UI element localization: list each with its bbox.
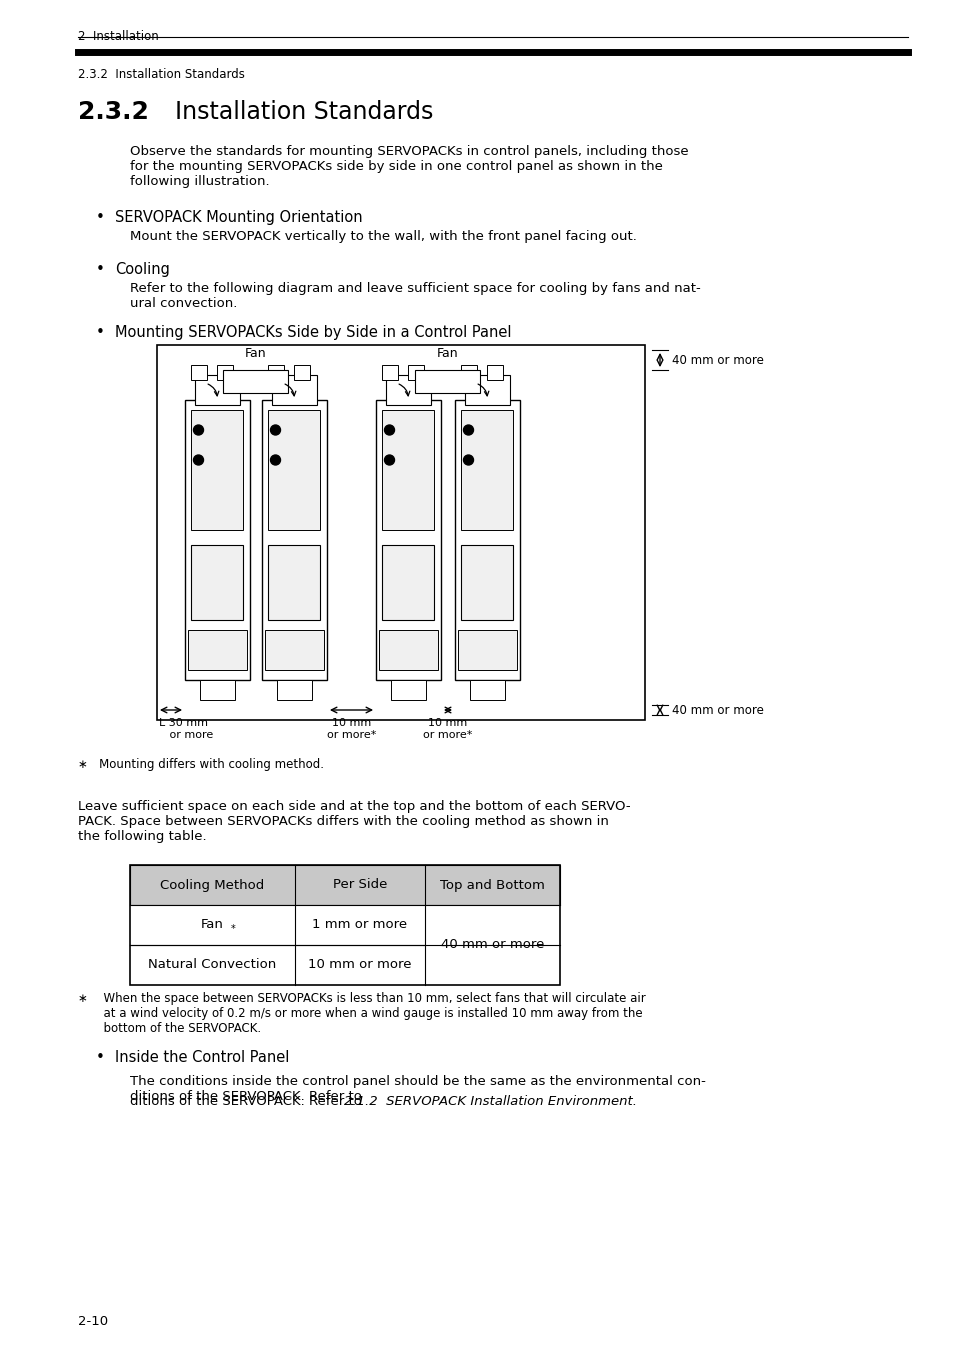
Bar bbox=[199, 680, 235, 700]
Text: 2  Installation: 2 Installation bbox=[78, 30, 158, 43]
Text: SERVOPACK Mounting Orientation: SERVOPACK Mounting Orientation bbox=[115, 210, 362, 224]
Circle shape bbox=[384, 425, 395, 435]
Bar bbox=[192, 410, 243, 530]
Bar bbox=[192, 365, 207, 380]
Circle shape bbox=[463, 425, 473, 435]
Bar bbox=[262, 400, 327, 680]
Text: The conditions inside the control panel should be the same as the environmental : The conditions inside the control panel … bbox=[130, 1075, 705, 1103]
FancyArrowPatch shape bbox=[477, 384, 488, 396]
Text: 10 mm
or more*: 10 mm or more* bbox=[327, 718, 375, 740]
Bar bbox=[455, 400, 519, 680]
Circle shape bbox=[193, 456, 203, 465]
Text: Top and Bottom: Top and Bottom bbox=[439, 879, 544, 891]
Bar bbox=[217, 365, 233, 380]
Bar bbox=[130, 945, 424, 986]
Circle shape bbox=[271, 425, 280, 435]
Bar bbox=[265, 630, 323, 671]
Bar bbox=[268, 365, 284, 380]
Text: 10 mm
or more*: 10 mm or more* bbox=[423, 718, 472, 740]
Text: When the space between SERVOPACKs is less than 10 mm, select fans that will circ: When the space between SERVOPACKs is les… bbox=[96, 992, 645, 1036]
Text: 40 mm or more: 40 mm or more bbox=[440, 938, 543, 952]
Bar bbox=[382, 545, 434, 621]
Text: Installation Standards: Installation Standards bbox=[174, 100, 433, 124]
Bar bbox=[408, 365, 424, 380]
Text: •: • bbox=[96, 210, 105, 224]
Bar bbox=[194, 375, 240, 406]
Bar bbox=[469, 680, 505, 700]
Circle shape bbox=[193, 425, 203, 435]
Bar bbox=[130, 865, 559, 986]
Text: Leave sufficient space on each side and at the top and the bottom of each SERVO-: Leave sufficient space on each side and … bbox=[78, 800, 630, 844]
Bar bbox=[416, 370, 480, 393]
Circle shape bbox=[271, 456, 280, 465]
Circle shape bbox=[384, 456, 395, 465]
Text: ∗   Mounting differs with cooling method.: ∗ Mounting differs with cooling method. bbox=[78, 758, 324, 771]
Bar bbox=[223, 370, 288, 393]
Text: 40 mm or more: 40 mm or more bbox=[671, 353, 763, 366]
Text: Cooling: Cooling bbox=[115, 262, 170, 277]
Bar bbox=[379, 630, 437, 671]
Bar bbox=[461, 410, 513, 530]
Bar bbox=[188, 630, 247, 671]
Bar bbox=[461, 365, 476, 380]
Bar bbox=[130, 865, 559, 904]
Text: L 30 mm
   or more: L 30 mm or more bbox=[159, 718, 213, 740]
Text: 10 mm or more: 10 mm or more bbox=[308, 959, 412, 972]
Text: Observe the standards for mounting SERVOPACKs in control panels, including those: Observe the standards for mounting SERVO… bbox=[130, 145, 688, 188]
Bar bbox=[382, 410, 434, 530]
Text: 2-10: 2-10 bbox=[78, 1315, 108, 1328]
Bar bbox=[464, 375, 510, 406]
Text: •: • bbox=[96, 1051, 105, 1065]
Text: Fan: Fan bbox=[436, 347, 458, 360]
Bar bbox=[185, 400, 250, 680]
Text: Fan: Fan bbox=[245, 347, 267, 360]
Bar bbox=[424, 904, 559, 986]
Bar bbox=[268, 545, 320, 621]
Bar bbox=[294, 365, 310, 380]
Text: Refer to the following diagram and leave sufficient space for cooling by fans an: Refer to the following diagram and leave… bbox=[130, 283, 700, 310]
Text: Fan: Fan bbox=[201, 918, 224, 932]
Text: Per Side: Per Side bbox=[333, 879, 387, 891]
Bar bbox=[375, 400, 440, 680]
Text: Natural Convection: Natural Convection bbox=[149, 959, 276, 972]
Text: 1 mm or more: 1 mm or more bbox=[313, 918, 407, 932]
Text: ditions of the SERVOPACK. Refer to: ditions of the SERVOPACK. Refer to bbox=[130, 1095, 366, 1109]
Bar bbox=[192, 545, 243, 621]
Text: Cooling Method: Cooling Method bbox=[160, 879, 264, 891]
Text: ∗: ∗ bbox=[78, 992, 88, 1005]
Circle shape bbox=[463, 456, 473, 465]
Bar bbox=[130, 904, 424, 945]
FancyArrowPatch shape bbox=[285, 384, 295, 396]
Bar bbox=[461, 545, 513, 621]
Bar bbox=[382, 365, 397, 380]
Text: 2.1.2  SERVOPACK Installation Environment.: 2.1.2 SERVOPACK Installation Environment… bbox=[344, 1095, 637, 1109]
Bar bbox=[157, 345, 644, 721]
FancyArrowPatch shape bbox=[398, 384, 410, 396]
Bar bbox=[268, 410, 320, 530]
FancyArrowPatch shape bbox=[208, 384, 218, 396]
Bar bbox=[457, 630, 517, 671]
Text: 2.3.2  Installation Standards: 2.3.2 Installation Standards bbox=[78, 68, 245, 81]
Bar bbox=[390, 680, 426, 700]
Bar bbox=[272, 375, 317, 406]
Text: Inside the Control Panel: Inside the Control Panel bbox=[115, 1051, 289, 1065]
Text: Mounting SERVOPACKs Side by Side in a Control Panel: Mounting SERVOPACKs Side by Side in a Co… bbox=[115, 324, 511, 339]
Bar bbox=[276, 680, 312, 700]
Text: 40 mm or more: 40 mm or more bbox=[671, 703, 763, 717]
Bar bbox=[487, 365, 502, 380]
Text: 2.3.2: 2.3.2 bbox=[78, 100, 149, 124]
Bar bbox=[385, 375, 431, 406]
Text: Mount the SERVOPACK vertically to the wall, with the front panel facing out.: Mount the SERVOPACK vertically to the wa… bbox=[130, 230, 637, 243]
Text: •: • bbox=[96, 262, 105, 277]
Text: •: • bbox=[96, 324, 105, 339]
Text: *: * bbox=[231, 923, 235, 934]
